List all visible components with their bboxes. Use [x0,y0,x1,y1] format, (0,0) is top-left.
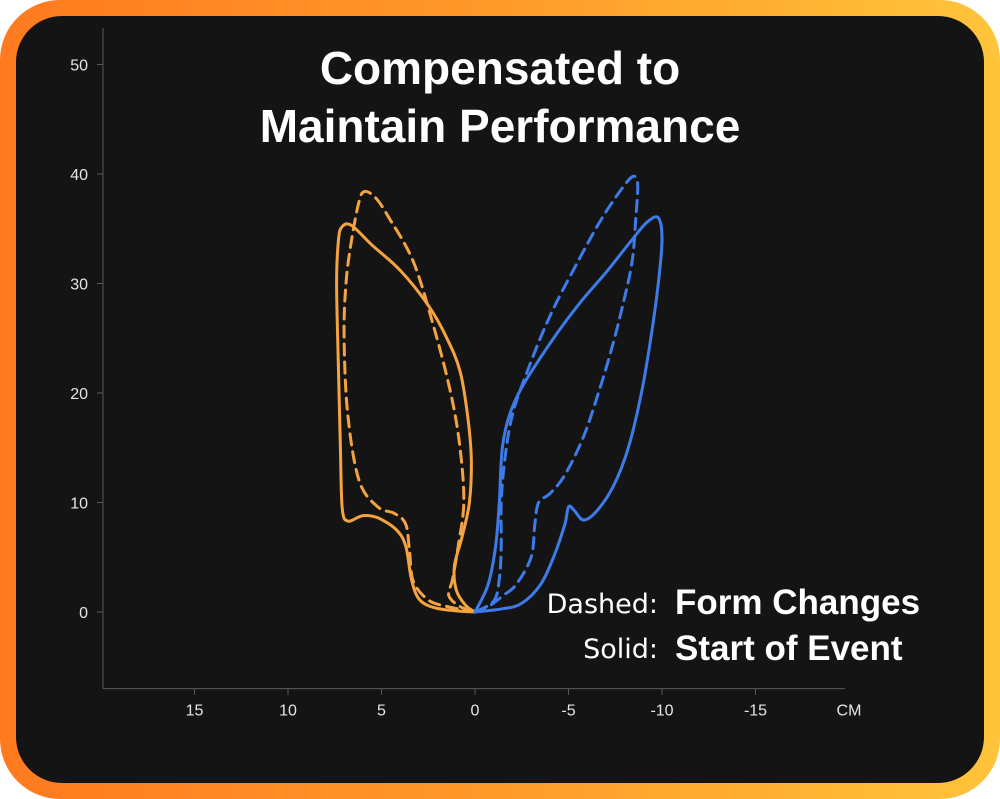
y-tick-label: 0 [79,605,88,622]
y-tick-label: 40 [70,167,88,184]
y-tick-label: 10 [70,496,88,513]
x-tick-label: 10 [279,703,297,720]
legend-solid-label: Start of Event [675,629,903,668]
legend-dashed-key: Dashed: [546,589,658,620]
x-tick-label: -15 [744,703,767,720]
y-tick-label: 20 [70,386,88,403]
series-blue-dashed-line [473,174,640,614]
series-orange-solid-line [335,222,477,614]
x-tick-label: -5 [561,703,575,720]
series-blue-solid-line [473,215,664,614]
chart-title-line-1: Compensated to [319,42,681,94]
chart-panel [16,16,984,783]
x-tick-label: 0 [471,703,480,720]
x-tick-label: -10 [650,703,673,720]
y-tick-label: 30 [70,277,88,294]
x-tick-label: 15 [186,703,204,720]
x-axis-label: CM [837,703,862,720]
series-orange-dashed-line [342,189,477,614]
x-tick-label: 5 [377,703,386,720]
legend-dashed-label: Form Changes [675,583,921,622]
chart-title-line-2: Maintain Performance [259,100,741,152]
y-tick-label: 50 [70,58,88,75]
legend-solid-key: Solid: [583,634,658,665]
